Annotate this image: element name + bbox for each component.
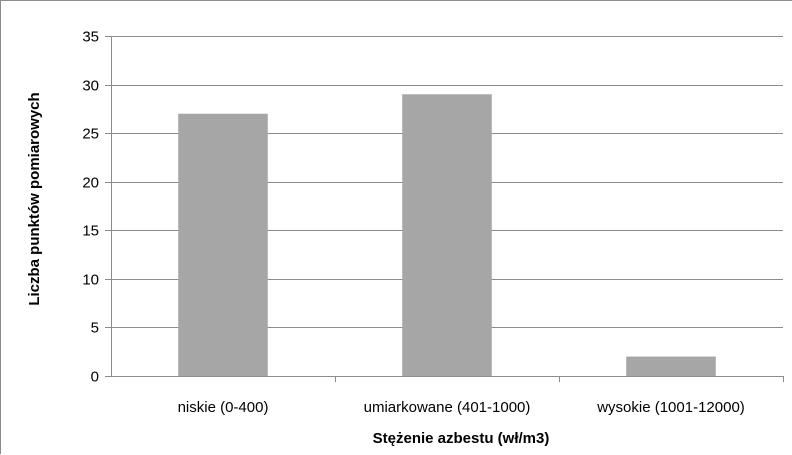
x-tick-label: niskie (0-400)	[178, 399, 269, 416]
y-axis-title: Liczba punktów pomiarowych	[26, 92, 43, 305]
bar	[626, 356, 716, 376]
bars	[178, 94, 716, 377]
y-tick-label: 5	[91, 320, 99, 337]
y-tick-label: 20	[82, 175, 99, 192]
y-tick-label: 0	[91, 369, 99, 386]
bar	[402, 94, 492, 377]
y-tick-label: 30	[82, 78, 99, 95]
y-tick-label: 35	[82, 29, 99, 46]
x-tick-label: wysokie (1001-12000)	[596, 399, 745, 416]
y-tick-label: 25	[82, 126, 99, 143]
axes	[105, 36, 784, 382]
x-tick-labels: niskie (0-400) umiarkowane (401-1000) wyso…	[178, 399, 745, 416]
y-tick-label: 10	[82, 272, 99, 289]
bar	[178, 113, 268, 376]
y-tick-labels: 0 5 10 15 20 25 30 35	[82, 29, 99, 386]
x-tick-label: umiarkowane (401-1000)	[364, 399, 531, 416]
y-tick-label: 15	[82, 223, 99, 240]
x-axis-title: Stężenie azbestu (wł/m3)	[373, 430, 550, 447]
